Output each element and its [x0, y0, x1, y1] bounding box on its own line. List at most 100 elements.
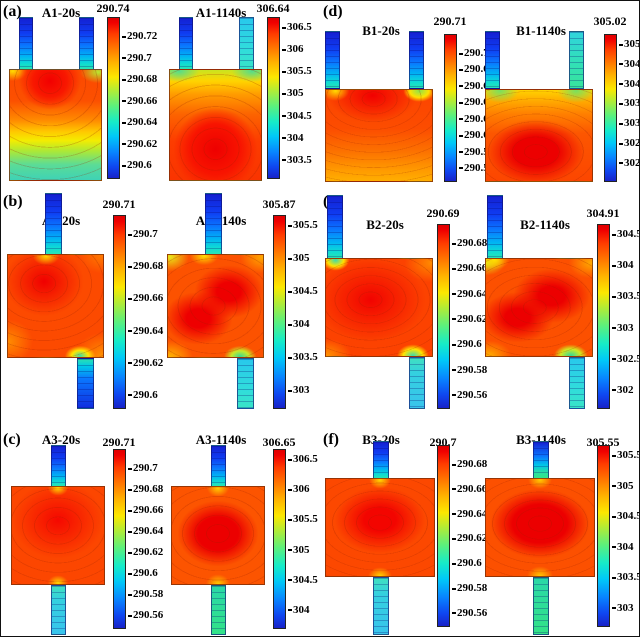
- tick-mark: [122, 100, 126, 102]
- tick-mark: [122, 57, 126, 59]
- colorbar-tick: 290.68: [459, 64, 500, 75]
- colorbar: [267, 17, 280, 179]
- tube-top-left: [179, 17, 193, 70]
- tube-bottom-right: [569, 357, 585, 409]
- tick-mark: [459, 151, 463, 154]
- tick-mark: [128, 488, 132, 491]
- colorbar-tick: 304.5: [612, 511, 639, 522]
- tick-mark: [122, 78, 126, 81]
- colorbar-tick: 290.62: [459, 113, 500, 125]
- tick-label: 302.5: [617, 352, 640, 365]
- tick-label: 290.6: [457, 338, 482, 351]
- colorbar-tick: 306: [282, 44, 323, 55]
- tick-mark: [128, 297, 132, 300]
- colorbar-ticks: 305.5 305 304.5 304 303.5 303: [288, 215, 329, 409]
- heated-body: [485, 258, 593, 357]
- colorbar-tick: 303: [619, 118, 639, 129]
- colorbar-tick: 290.56: [459, 162, 500, 174]
- colorbar-tick: 290.68: [128, 484, 169, 495]
- tick-mark: [452, 537, 456, 540]
- colorbar-tick: 290.72: [122, 31, 163, 42]
- tick-mark: [288, 458, 292, 461]
- colorbar: [437, 445, 450, 627]
- tick-label: 290.64: [127, 116, 158, 128]
- tick-label: 305: [293, 543, 310, 556]
- tick-mark: [282, 159, 286, 162]
- tick-label: 290.6: [464, 129, 489, 142]
- colorbar-tick: 305.5: [612, 449, 640, 461]
- tick-label: 304: [617, 259, 634, 272]
- tick-mark: [288, 518, 292, 521]
- heated-body: [167, 254, 264, 358]
- colorbar-tick: 304: [619, 77, 640, 90]
- subplot-A1-1140s: A1-1140s 306.64 306.5 306 305.5 305 304.5 304 30…: [165, 1, 323, 191]
- tick-label: 290.64: [464, 96, 495, 109]
- colorbar-tick: 290.66: [122, 95, 163, 107]
- subplot-title: A1-1140s: [195, 5, 247, 20]
- tick-mark: [452, 343, 456, 346]
- tick-label: 290.66: [464, 79, 495, 92]
- tick-mark: [128, 614, 132, 617]
- tick-mark: [128, 530, 132, 533]
- tick-label: 304: [624, 77, 640, 90]
- tick-mark: [288, 323, 292, 326]
- tick-label: 305: [624, 38, 640, 50]
- heatmap-A1-1140s: [165, 1, 323, 191]
- tick-label: 304.5: [293, 285, 318, 297]
- tick-mark: [128, 233, 132, 236]
- tick-label: 302: [617, 383, 634, 396]
- colorbar-ticks: 290.7 290.68 290.66 290.64 290.62 290.6: [128, 215, 169, 409]
- tick-mark: [612, 515, 616, 518]
- colorbar: [107, 17, 120, 179]
- colorbar-tick: 290.66: [459, 79, 500, 92]
- tick-mark: [459, 85, 463, 88]
- colorbar-tick: 303: [612, 601, 639, 614]
- tick-mark: [619, 43, 623, 46]
- tick-mark: [619, 122, 623, 125]
- tick-mark: [459, 118, 463, 121]
- tick-label: 304: [293, 603, 310, 616]
- colorbar-tick: 290.68: [128, 261, 169, 272]
- panel-label: (f): [323, 431, 339, 448]
- panel-label: (c): [3, 431, 21, 448]
- tick-label: 290.6: [133, 567, 158, 579]
- colorbar-tick: 290.6: [459, 130, 500, 141]
- colorbar-tick: 290.6: [122, 160, 163, 171]
- tick-mark: [459, 52, 463, 55]
- tick-mark: [282, 115, 286, 118]
- colorbar-tick: 303: [288, 385, 329, 396]
- tick-mark: [128, 362, 132, 365]
- tick-label: 290.56: [457, 388, 488, 401]
- colorbar-tick: 302.5: [619, 137, 640, 150]
- colorbar-tick: 303.5: [612, 291, 639, 302]
- tick-mark: [612, 264, 616, 267]
- tube-bottom-center: [533, 577, 549, 635]
- colorbar-tick: 290.68: [452, 238, 493, 249]
- colorbar-tick: 290.56: [452, 388, 493, 401]
- colorbar-tick: 305: [288, 543, 329, 556]
- tick-label: 302.5: [624, 137, 640, 150]
- tick-mark: [612, 295, 616, 298]
- panel-c: (c) A3-20s 290.71 290.7 290.68 290.66 290.64 29…: [1, 429, 321, 636]
- subplot-A3-20s: A3-20s 290.71 290.7 290.68 290.66 290.64 290.6…: [5, 429, 164, 636]
- colorbar-tick: 290.66: [452, 483, 493, 495]
- colorbar-tick: 290.7: [122, 52, 163, 64]
- subplot-title: B2-20s: [366, 217, 404, 232]
- colorbar-tick: 290.58: [452, 583, 493, 594]
- tick-label: 290.62: [457, 532, 488, 545]
- tick-label: 303: [617, 601, 634, 614]
- colorbar-tick: 304.5: [282, 110, 323, 122]
- tick-mark: [619, 63, 623, 66]
- tick-mark: [128, 509, 132, 512]
- colorbar-ticks: 306.5 306 305.5 305 304.5 304 303.5: [282, 17, 323, 179]
- tick-mark: [459, 68, 463, 71]
- colorbar-tick: 290.68: [122, 74, 163, 85]
- subplot-title: B1-1140s: [516, 23, 566, 38]
- tick-label: 290.56: [133, 609, 164, 621]
- tick-label: 305.5: [617, 449, 640, 461]
- tube-top-left: [325, 31, 340, 89]
- panel-label: (b): [3, 193, 23, 210]
- colorbar-tick: 303.5: [282, 154, 323, 166]
- colorbar-tick: 305: [282, 88, 323, 99]
- colorbar-tick: 303.5: [619, 98, 639, 109]
